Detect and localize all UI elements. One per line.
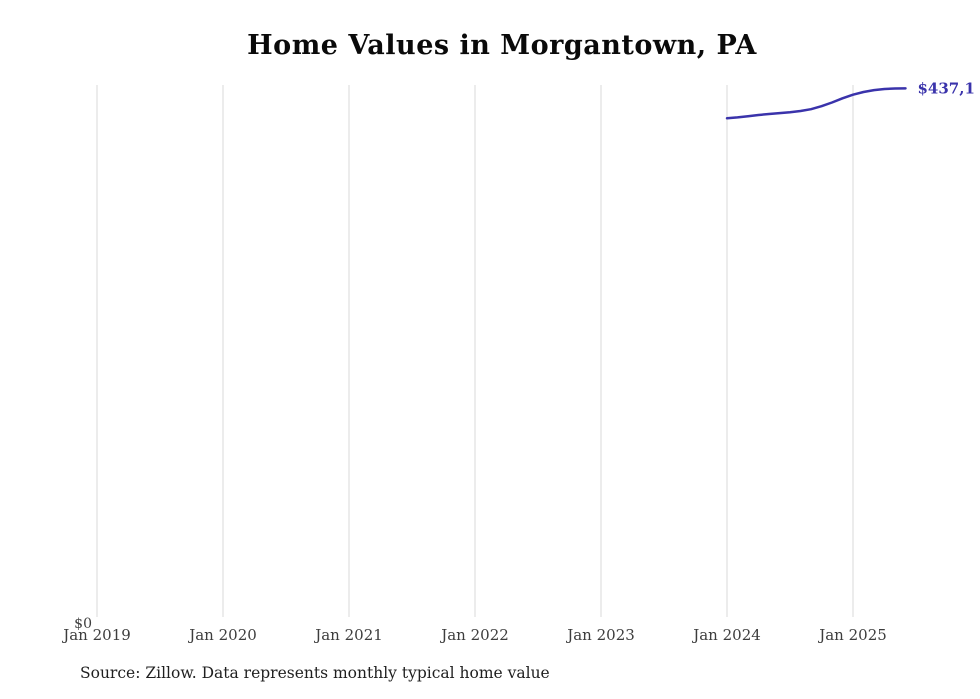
y-tick-label: $0: [74, 616, 92, 632]
x-tick-label: Jan 2024: [691, 626, 761, 644]
x-tick-label: Jan 2019: [61, 626, 131, 644]
x-tick-label: Jan 2022: [439, 626, 509, 644]
x-tick-label: Jan 2021: [313, 626, 383, 644]
end-value-label: $437,1: [918, 79, 975, 97]
x-tick-label: Jan 2025: [817, 626, 887, 644]
home-value-line: [725, 87, 907, 120]
x-tick-label: Jan 2023: [565, 626, 635, 644]
x-tick-label: Jan 2020: [187, 626, 257, 644]
source-note: Source: Zillow. Data represents monthly …: [80, 664, 550, 682]
chart-title: Home Values in Morgantown, PA: [247, 30, 757, 61]
